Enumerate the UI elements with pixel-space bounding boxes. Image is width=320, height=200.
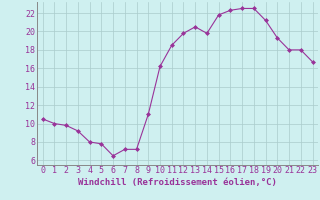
X-axis label: Windchill (Refroidissement éolien,°C): Windchill (Refroidissement éolien,°C) bbox=[78, 178, 277, 187]
